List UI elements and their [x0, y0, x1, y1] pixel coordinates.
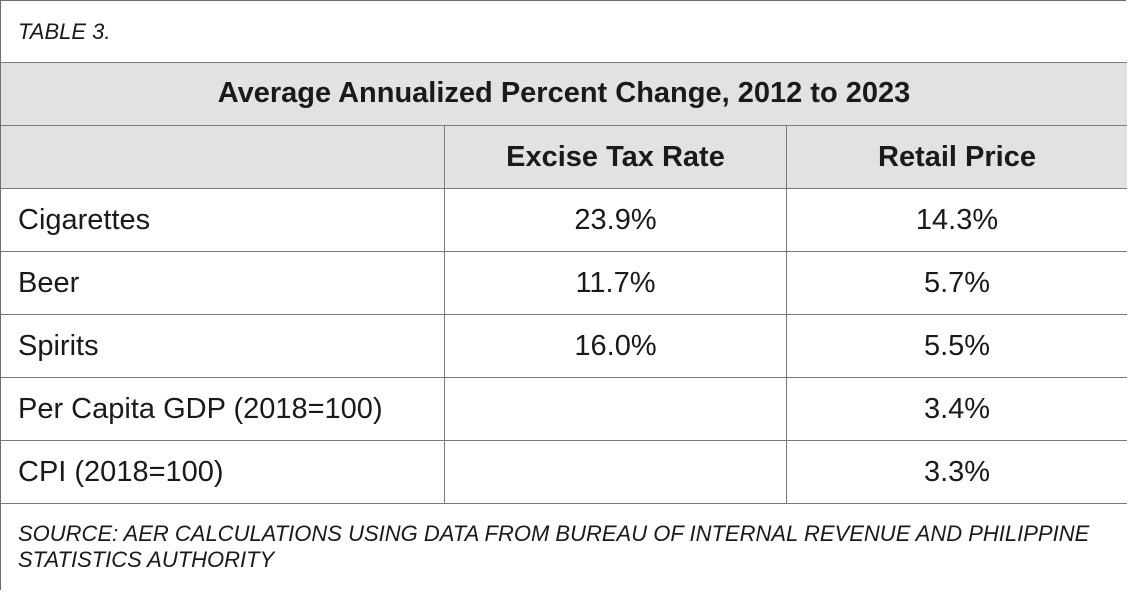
column-header-row: Excise Tax Rate Retail Price [1, 126, 1127, 189]
table-label-row: TABLE 3. [1, 1, 1127, 63]
table-row: CPI (2018=100) 3.3% [1, 441, 1127, 504]
data-table: TABLE 3. Average Annualized Percent Chan… [0, 0, 1127, 590]
row-label: CPI (2018=100) [18, 455, 224, 488]
row-label: Beer [18, 266, 80, 299]
excise-tax-rate-cell [444, 378, 786, 440]
retail-price-cell: 5.5% [786, 315, 1127, 377]
excise-tax-rate-cell: 23.9% [444, 189, 786, 251]
column-header-excise-tax-rate: Excise Tax Rate [444, 126, 786, 188]
table-label: TABLE 3. [18, 19, 111, 44]
retail-price-cell: 3.4% [786, 378, 1127, 440]
table-row: Beer 11.7% 5.7% [1, 252, 1127, 315]
row-label: Spirits [18, 329, 99, 362]
table-title-row: Average Annualized Percent Change, 2012 … [1, 63, 1127, 126]
table-title: Average Annualized Percent Change, 2012 … [217, 77, 911, 109]
row-label: Per Capita GDP (2018=100) [18, 392, 383, 425]
column-header-item [1, 126, 444, 188]
table-row: Per Capita GDP (2018=100) 3.4% [1, 378, 1127, 441]
source-row: SOURCE: AER CALCULATIONS USING DATA FROM… [1, 504, 1127, 590]
retail-price-cell: 14.3% [786, 189, 1127, 251]
excise-tax-rate-cell [444, 441, 786, 503]
table-row: Spirits 16.0% 5.5% [1, 315, 1127, 378]
source-note: SOURCE: AER CALCULATIONS USING DATA FROM… [18, 521, 1090, 572]
column-header-retail-price: Retail Price [786, 126, 1127, 188]
retail-price-cell: 3.3% [786, 441, 1127, 503]
retail-price-cell: 5.7% [786, 252, 1127, 314]
table-row: Cigarettes 23.9% 14.3% [1, 189, 1127, 252]
excise-tax-rate-cell: 16.0% [444, 315, 786, 377]
row-label: Cigarettes [18, 203, 151, 236]
excise-tax-rate-cell: 11.7% [444, 252, 786, 314]
